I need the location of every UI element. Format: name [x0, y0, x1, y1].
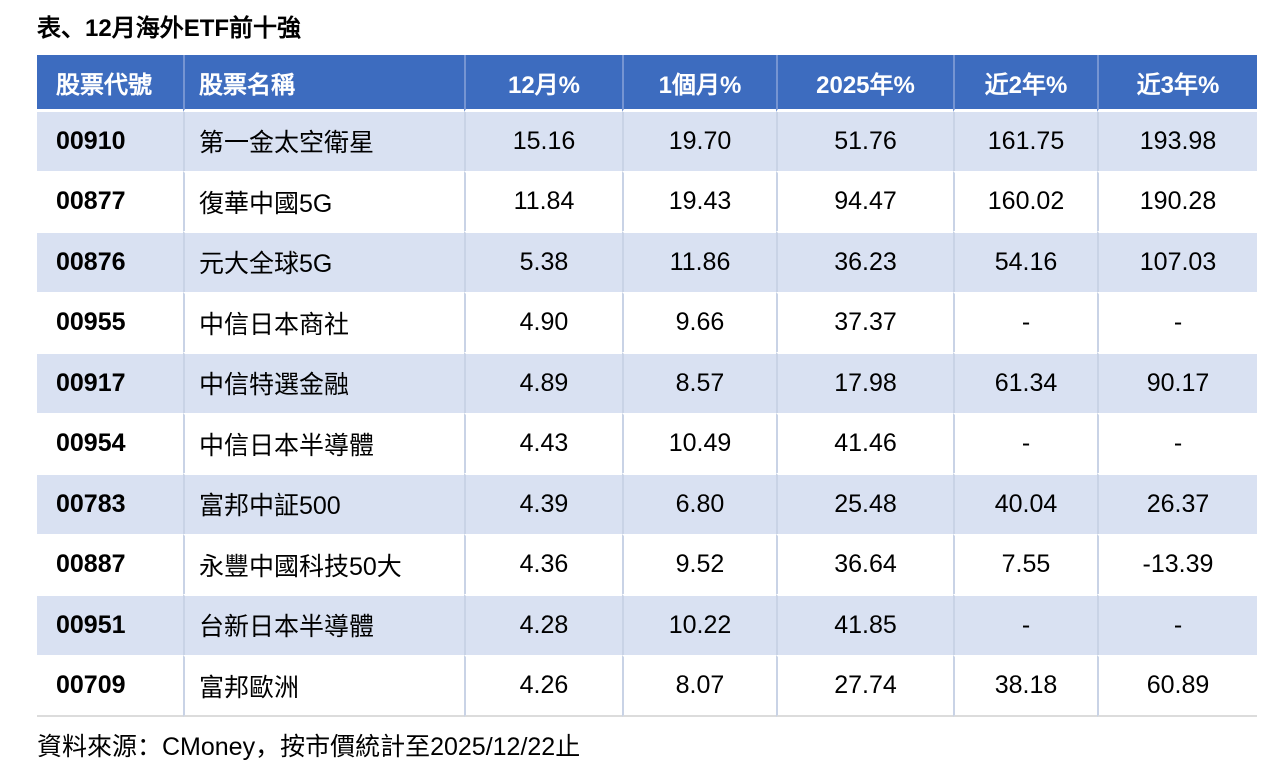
- value-cell: 17.98: [776, 352, 953, 413]
- stock-code-cell: 00887: [37, 533, 183, 594]
- value-cell: -: [1097, 594, 1257, 655]
- header-2y-pct: 近2年%: [953, 55, 1097, 112]
- stock-code-cell: 00954: [37, 412, 183, 473]
- value-cell: 41.85: [776, 594, 953, 655]
- header-row: 股票代號 股票名稱 12月% 1個月% 2025年% 近2年% 近3年%: [37, 55, 1257, 112]
- value-cell: 190.28: [1097, 170, 1257, 231]
- value-cell: 4.36: [464, 533, 622, 594]
- value-cell: 11.84: [464, 170, 622, 231]
- stock-name-cell: 富邦歐洲: [183, 654, 464, 717]
- table-row: 00955 中信日本商社 4.90 9.66 37.37- -: [37, 291, 1257, 352]
- table-row: 00709 富邦歐洲 4.26 8.07 27.74 38.18 60.89: [37, 654, 1257, 717]
- value-cell: 7.55: [953, 533, 1097, 594]
- value-cell: 60.89: [1097, 654, 1257, 717]
- value-cell: -: [953, 412, 1097, 473]
- table-body: 00910 第一金太空衛星 15.16 19.70 51.76 161.75 193.98 0…: [37, 112, 1257, 717]
- value-cell: 193.98: [1097, 112, 1257, 171]
- value-cell: 4.90: [464, 291, 622, 352]
- value-cell: 40.04: [953, 473, 1097, 534]
- value-cell: 36.64: [776, 533, 953, 594]
- value-cell: 36.23: [776, 231, 953, 292]
- value-cell: 41.46: [776, 412, 953, 473]
- value-cell: 6.80: [622, 473, 776, 534]
- value-cell: 4.89: [464, 352, 622, 413]
- source-note: 資料來源：CMoney，按市價統計至2025/12/22止: [37, 733, 581, 761]
- header-dec-pct: 12月%: [464, 55, 622, 112]
- table-row: 00951 台新日本半導體 4.28 10.22 41.85- -: [37, 594, 1257, 655]
- value-cell: 25.48: [776, 473, 953, 534]
- value-cell: 160.02: [953, 170, 1097, 231]
- stock-name-cell: 中信特選金融: [183, 352, 464, 413]
- stock-name-cell: 復華中國5G: [183, 170, 464, 231]
- value-cell: 5.38: [464, 231, 622, 292]
- table-row: 00917 中信特選金融 4.89 8.57 17.98 61.34 90.17: [37, 352, 1257, 413]
- stock-name-cell: 富邦中証500: [183, 473, 464, 534]
- stock-code-cell: 00917: [37, 352, 183, 413]
- value-cell: 107.03: [1097, 231, 1257, 292]
- value-cell: -: [1097, 291, 1257, 352]
- value-cell: -: [953, 594, 1097, 655]
- table-row: 00877 復華中國5G 11.84 19.43 94.47 160.02 190.28: [37, 170, 1257, 231]
- value-cell: 19.70: [622, 112, 776, 171]
- value-cell: 9.66: [622, 291, 776, 352]
- stock-name-cell: 第一金太空衛星: [183, 112, 464, 171]
- value-cell: -: [953, 291, 1097, 352]
- value-cell: 4.39: [464, 473, 622, 534]
- value-cell: 37.37: [776, 291, 953, 352]
- table-title: 表、12月海外ETF前十強: [37, 15, 302, 42]
- value-cell: 8.07: [622, 654, 776, 717]
- stock-code-cell: 00876: [37, 231, 183, 292]
- stock-name-cell: 中信日本商社: [183, 291, 464, 352]
- table-row: 00910 第一金太空衛星 15.16 19.70 51.76 161.75 193.98: [37, 112, 1257, 171]
- value-cell: 90.17: [1097, 352, 1257, 413]
- header-2025-pct: 2025年%: [776, 55, 953, 112]
- header-1m-pct: 1個月%: [622, 55, 776, 112]
- value-cell: 9.52: [622, 533, 776, 594]
- value-cell: -13.39: [1097, 533, 1257, 594]
- value-cell: 27.74: [776, 654, 953, 717]
- value-cell: 15.16: [464, 112, 622, 171]
- header-3y-pct: 近3年%: [1097, 55, 1257, 112]
- table-header: 股票代號 股票名稱 12月% 1個月% 2025年% 近2年% 近3年%: [37, 55, 1257, 112]
- table-row: 00954 中信日本半導體 4.43 10.49 41.46- -: [37, 412, 1257, 473]
- header-stock-code: 股票代號: [37, 55, 183, 112]
- value-cell: 4.28: [464, 594, 622, 655]
- value-cell: 10.49: [622, 412, 776, 473]
- stock-code-cell: 00877: [37, 170, 183, 231]
- header-stock-name: 股票名稱: [183, 55, 464, 112]
- stock-code-cell: 00955: [37, 291, 183, 352]
- value-cell: 26.37: [1097, 473, 1257, 534]
- value-cell: 161.75: [953, 112, 1097, 171]
- value-cell: -: [1097, 412, 1257, 473]
- value-cell: 4.26: [464, 654, 622, 717]
- table-row: 00887 永豐中國科技50大 4.36 9.52 36.64 7.55 -13.39: [37, 533, 1257, 594]
- stock-code-cell: 00709: [37, 654, 183, 717]
- value-cell: 4.43: [464, 412, 622, 473]
- value-cell: 10.22: [622, 594, 776, 655]
- value-cell: 61.34: [953, 352, 1097, 413]
- stock-name-cell: 元大全球5G: [183, 231, 464, 292]
- value-cell: 19.43: [622, 170, 776, 231]
- value-cell: 94.47: [776, 170, 953, 231]
- table-row: 00876 元大全球5G 5.38 11.86 36.23 54.16 107.03: [37, 231, 1257, 292]
- stock-code-cell: 00910: [37, 112, 183, 171]
- value-cell: 51.76: [776, 112, 953, 171]
- value-cell: 54.16: [953, 231, 1097, 292]
- value-cell: 11.86: [622, 231, 776, 292]
- stock-name-cell: 永豐中國科技50大: [183, 533, 464, 594]
- stock-name-cell: 中信日本半導體: [183, 412, 464, 473]
- etf-top10-table: 股票代號 股票名稱 12月% 1個月% 2025年% 近2年% 近3年% 00910 第一金太…: [37, 55, 1257, 717]
- value-cell: 8.57: [622, 352, 776, 413]
- stock-name-cell: 台新日本半導體: [183, 594, 464, 655]
- stock-code-cell: 00783: [37, 473, 183, 534]
- stock-code-cell: 00951: [37, 594, 183, 655]
- value-cell: 38.18: [953, 654, 1097, 717]
- table-row: 00783 富邦中証500 4.39 6.80 25.48 40.04 26.37: [37, 473, 1257, 534]
